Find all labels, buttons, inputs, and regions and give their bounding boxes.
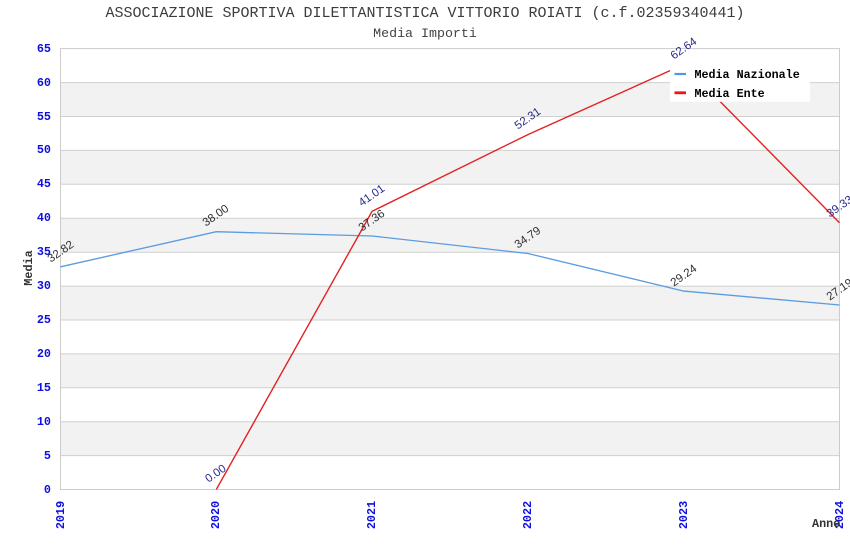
svg-text:Media Nazionale: Media Nazionale [695,68,800,82]
svg-text:Media Ente: Media Ente [695,87,765,101]
